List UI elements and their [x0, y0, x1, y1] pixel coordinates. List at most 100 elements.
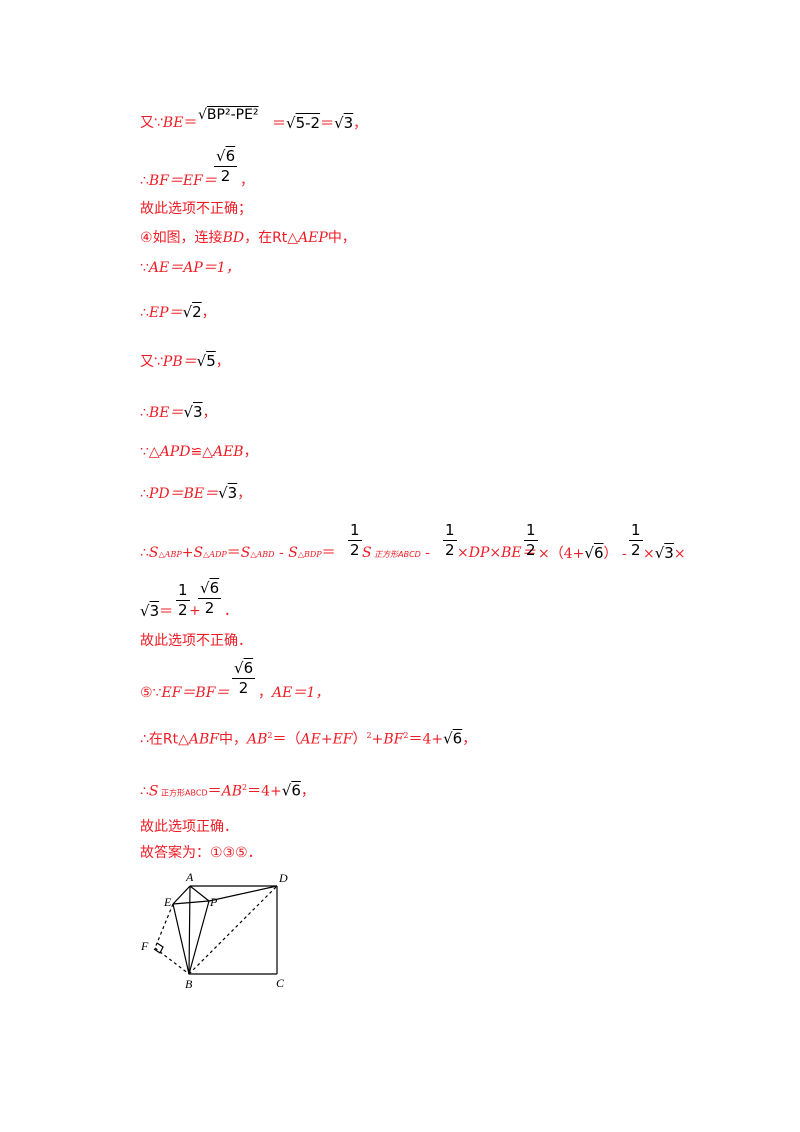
be: BE＝ [148, 405, 184, 421]
s: S [240, 545, 251, 561]
therefore: ∴ [140, 545, 149, 561]
plus: + [181, 545, 194, 561]
line-10: ∴PD＝BE＝√3， [140, 484, 251, 503]
frac-den: 2 [220, 167, 231, 185]
plus: + [371, 731, 384, 748]
eq: ＝ [321, 545, 336, 561]
line-11-part2: S 正方形ABCD - [362, 544, 430, 564]
line-11-part4: ×（4+√6） - [538, 544, 627, 563]
because: ∵ [140, 260, 149, 276]
rad-content: 3 [193, 403, 203, 421]
fraction-sqrt6-over-2: √6 2 [232, 660, 256, 697]
text: 如图，连接 [152, 230, 223, 246]
s: S [148, 545, 159, 561]
bd: BD [222, 230, 245, 246]
because-text: 又∵ [140, 115, 163, 131]
line-8: ∴BE＝√3， [140, 403, 217, 422]
minus: - [274, 545, 289, 561]
comma: ， [300, 783, 315, 800]
frac-den: 2 [204, 599, 215, 617]
radical-bp-pe: √BP²-PE² [198, 107, 259, 123]
sup: 2 [403, 731, 409, 740]
line-5: ∵AE＝AP＝1， [140, 259, 240, 277]
line-6: ∴EP＝√2， [140, 303, 216, 322]
text: 中， [219, 731, 248, 748]
ae-ef: AE+EF [300, 731, 353, 748]
sub: △ABD [250, 550, 275, 559]
rad-content: 3 [227, 484, 238, 502]
eq: ＝ [183, 115, 198, 131]
rad-content: 3 [664, 544, 674, 562]
line-13: 故此选项不正确． [140, 633, 252, 649]
line-1-tail: ＝√5-2＝√3， [272, 114, 367, 133]
segment-ep [172, 900, 210, 905]
sub: △BDP [297, 550, 322, 559]
therefore: ∴ [140, 405, 149, 421]
segment-pd [208, 885, 278, 902]
sub: △ADP [203, 550, 227, 559]
comma: ， [243, 444, 258, 460]
ep: EP＝ [148, 305, 183, 321]
radical-6: √6 [443, 729, 463, 748]
eq: ＝ [226, 545, 241, 561]
segment-ap [189, 885, 210, 902]
rad-content: 2 [192, 303, 202, 321]
line-3: 故此选项不正确； [140, 201, 252, 217]
eq: ＝ [320, 116, 335, 132]
frac-num: 1 [629, 521, 643, 541]
therefore: ∴ [140, 173, 149, 189]
line-2: ∴BF＝EF＝ [140, 172, 217, 190]
fraction-sqrt6-over-2: √6 2 [214, 147, 238, 185]
sub: 正方形ABCD [371, 550, 421, 559]
frac-den: 2 [350, 541, 360, 559]
frac-den: 2 [238, 679, 249, 697]
times: × [673, 546, 686, 562]
sup: 2 [242, 783, 248, 792]
eq: ＝ [207, 783, 222, 800]
because: ∵△ [140, 444, 160, 460]
minus: - [420, 545, 431, 561]
label-d: D [278, 871, 288, 885]
sup: 2 [267, 731, 273, 740]
times: × [643, 546, 655, 562]
ef-bf: EF＝BF＝ [161, 685, 230, 701]
line-15: ∴在Rt△ABF中，AB2＝（AE+EF）2+BF2＝4+√6， [140, 727, 476, 749]
ae: AE＝1， [272, 685, 330, 701]
radical-3: √3 [183, 403, 203, 421]
right-angle-mark [153, 942, 164, 954]
frac-num: 1 [524, 521, 538, 541]
frac-den: 2 [178, 601, 188, 619]
sub: △ABP [158, 550, 182, 559]
abf: ABF [188, 731, 220, 748]
rad-content: 6 [225, 147, 236, 165]
text: ） [352, 731, 367, 748]
ae-ap: AE＝AP＝1， [148, 260, 240, 276]
rad-content: 5 [206, 352, 216, 370]
label-a: A [185, 870, 194, 884]
aep: AEP [298, 230, 328, 246]
s: S [148, 783, 159, 800]
frac-num: 1 [176, 581, 190, 601]
segment-ab [188, 885, 191, 975]
radical-5-2: √5-2 [286, 114, 321, 132]
rad-content: 3 [343, 114, 354, 132]
line-11-part5: ×√3× [643, 544, 686, 563]
pd-be: PD＝BE＝ [148, 486, 219, 502]
fraction-sqrt6-over-2: √6 2 [198, 579, 222, 617]
radical-3: √3 [654, 544, 674, 562]
segment-bd [188, 885, 278, 975]
line-14-part2: ，AE＝1， [258, 684, 329, 702]
bf: BF [383, 731, 404, 748]
text: ×（4+ [538, 546, 585, 562]
label-f: F [140, 939, 149, 953]
rad-content: 6 [209, 579, 220, 597]
text: 中， [327, 230, 356, 246]
ab: AB [221, 783, 243, 800]
circle-5: ⑤ [140, 685, 153, 701]
line-14-part1: ⑤∵EF＝BF＝ [140, 684, 229, 702]
label-e: E [163, 895, 172, 909]
